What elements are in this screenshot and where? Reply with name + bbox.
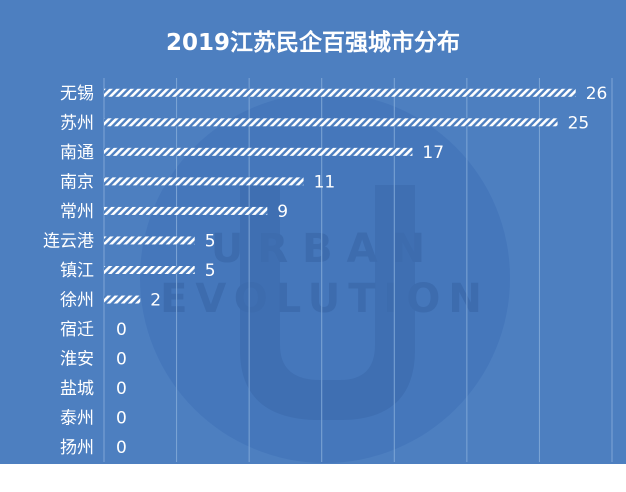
category-label: 常州 xyxy=(60,202,94,222)
value-label: 11 xyxy=(314,172,336,192)
bar xyxy=(104,147,413,156)
bar xyxy=(104,266,195,274)
value-label: 0 xyxy=(116,379,127,399)
value-label: 2 xyxy=(150,291,161,311)
bar xyxy=(104,88,576,97)
bottom-strip xyxy=(0,464,626,492)
bar xyxy=(104,206,268,215)
value-label: 5 xyxy=(205,261,216,281)
watermark-text-evolution: EVOLUTION xyxy=(160,276,490,322)
category-label: 宿迁 xyxy=(60,320,94,340)
chart-title: 2019江苏民企百强城市分布 xyxy=(166,29,460,56)
category-label: 无锡 xyxy=(60,84,94,104)
value-label: 25 xyxy=(568,113,590,133)
category-label: 南通 xyxy=(60,143,94,163)
bar xyxy=(104,236,195,245)
category-label: 扬州 xyxy=(60,438,94,458)
value-label: 17 xyxy=(422,143,444,163)
watermark-circle xyxy=(140,93,510,463)
bar xyxy=(104,177,304,186)
category-label: 泰州 xyxy=(60,409,94,429)
watermark-text-urban: URBAN xyxy=(211,226,439,272)
value-label: 0 xyxy=(116,350,127,370)
value-label: 0 xyxy=(116,409,127,429)
category-label: 连云港 xyxy=(43,231,94,251)
value-labels: 26 25 17 11 9 5 5 2 0 0 0 0 0 xyxy=(116,84,607,458)
value-label: 9 xyxy=(277,202,288,222)
value-label: 0 xyxy=(116,320,127,340)
category-label: 苏州 xyxy=(60,113,94,133)
value-label: 5 xyxy=(205,231,216,251)
category-label: 淮安 xyxy=(60,350,94,370)
category-label: 镇江 xyxy=(60,261,94,281)
value-label: 26 xyxy=(586,84,608,104)
bar xyxy=(104,118,558,127)
bar xyxy=(104,295,141,304)
category-label: 盐城 xyxy=(60,379,94,399)
value-label: 0 xyxy=(116,438,127,458)
category-label: 徐州 xyxy=(60,291,94,311)
bars xyxy=(104,88,576,304)
category-label: 南京 xyxy=(60,172,94,192)
